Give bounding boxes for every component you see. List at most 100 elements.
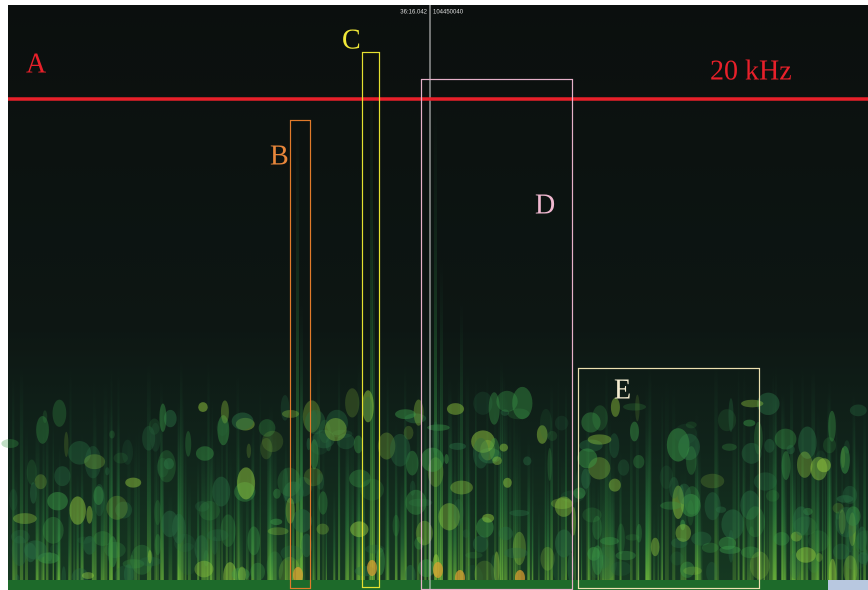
- energy-streak: [587, 468, 592, 590]
- energy-streak: [185, 431, 192, 457]
- energy-streak: [798, 426, 817, 459]
- energy-streak: [291, 481, 294, 590]
- energy-streak: [554, 496, 573, 517]
- energy-streak: [301, 533, 312, 558]
- energy-streak: [347, 405, 351, 590]
- energy-streak: [58, 484, 61, 590]
- energy-streak: [645, 454, 649, 590]
- energy-streak: [250, 562, 266, 581]
- energy-streak: [260, 437, 273, 460]
- energy-streak: [816, 458, 831, 473]
- energy-streak: [377, 432, 396, 460]
- energy-streak: [287, 450, 289, 590]
- energy-streak: [93, 531, 112, 546]
- energy-streak: [781, 391, 784, 590]
- energy-streak: [117, 369, 120, 590]
- energy-streak: [109, 405, 113, 590]
- energy-streak: [68, 441, 92, 465]
- energy-streak: [540, 546, 555, 571]
- energy-streak: [84, 454, 106, 470]
- energy-streak: [757, 383, 760, 590]
- energy-streak: [675, 524, 692, 542]
- energy-streak: [270, 518, 283, 526]
- energy-streak: [157, 450, 176, 483]
- energy-streak: [740, 490, 761, 520]
- energy-streak: [273, 488, 281, 499]
- energy-streak: [849, 404, 867, 417]
- energy-streak: [482, 513, 495, 523]
- energy-streak: [601, 499, 605, 590]
- energy-streak: [721, 509, 745, 540]
- energy-streak: [309, 432, 330, 455]
- energy-streak: [784, 412, 787, 590]
- energy-streak: [310, 439, 319, 470]
- energy-streak: [367, 560, 377, 576]
- energy-streak: [404, 413, 427, 424]
- energy-streak: [360, 478, 385, 501]
- scroll-thumb[interactable]: [828, 580, 868, 590]
- energy-streak: [700, 473, 725, 489]
- energy-streak: [197, 458, 200, 590]
- energy-streak: [480, 439, 495, 461]
- energy-streak: [715, 506, 727, 513]
- energy-streak: [184, 437, 187, 590]
- energy-streak: [860, 498, 862, 590]
- energy-streak: [546, 482, 550, 590]
- energy-streak: [129, 554, 135, 587]
- energy-streak: [168, 490, 173, 590]
- energy-streak: [587, 547, 601, 561]
- energy-streak: [293, 567, 303, 583]
- energy-streak: [582, 507, 602, 523]
- energy-streak: [529, 442, 531, 590]
- energy-streak: [500, 409, 510, 416]
- energy-streak: [467, 433, 471, 590]
- energy-streak: [605, 363, 608, 590]
- energy-streak: [748, 526, 755, 557]
- energy-streak: [685, 421, 697, 429]
- energy-streak: [677, 483, 692, 505]
- energy-streak: [296, 120, 299, 590]
- energy-streak: [311, 509, 315, 590]
- energy-streak: [821, 443, 824, 590]
- energy-streak: [547, 447, 552, 481]
- energy-streak: [592, 405, 608, 431]
- energy-streak: [42, 410, 48, 423]
- energy-streak: [312, 370, 315, 590]
- energy-streak: [792, 506, 810, 536]
- energy-streak: [64, 431, 69, 457]
- energy-streak: [122, 559, 145, 569]
- energy-streak: [69, 367, 72, 590]
- energy-streak: [92, 381, 96, 590]
- energy-streak: [815, 552, 823, 562]
- energy-streak: [855, 530, 868, 555]
- energy-streak: [659, 465, 674, 490]
- energy-streak: [842, 485, 858, 504]
- energy-streak: [509, 509, 530, 517]
- spectrogram-floor: [8, 580, 868, 590]
- energy-streak: [828, 410, 836, 442]
- energy-streak: [753, 472, 777, 491]
- energy-streak: [450, 414, 454, 590]
- energy-streak: [313, 497, 316, 590]
- energy-streak: [203, 550, 209, 567]
- energy-streak: [107, 536, 118, 568]
- energy-streak: [161, 510, 179, 538]
- energy-streak: [302, 470, 306, 590]
- energy-streak: [615, 550, 636, 561]
- energy-streak: [836, 495, 854, 503]
- energy-streak: [194, 560, 214, 578]
- energy-streak: [35, 416, 40, 590]
- energy-streak: [231, 567, 250, 581]
- energy-streak: [833, 447, 838, 590]
- energy-streak: [142, 425, 156, 451]
- energy-streak: [284, 435, 287, 590]
- energy-streak: [40, 468, 44, 590]
- energy-streak: [234, 481, 256, 502]
- energy-streak: [434, 100, 437, 590]
- energy-streak: [247, 470, 249, 590]
- energy-streak: [417, 559, 435, 578]
- energy-streak: [596, 554, 610, 569]
- energy-streak: [862, 548, 868, 566]
- energy-streak: [194, 535, 209, 562]
